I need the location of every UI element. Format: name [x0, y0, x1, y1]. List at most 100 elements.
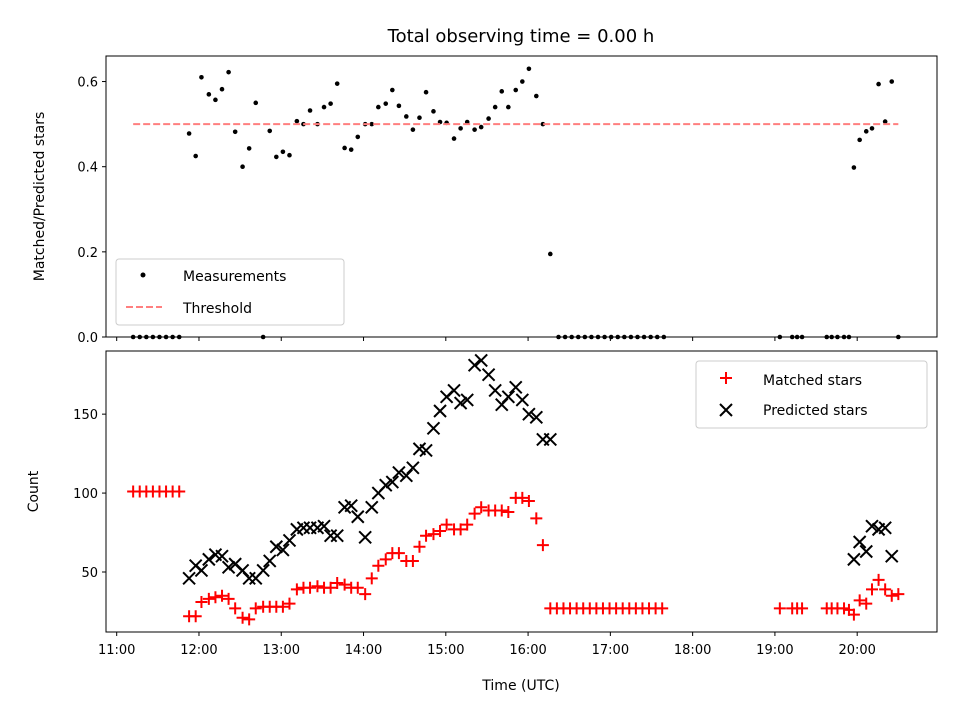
- measurement-point: [213, 97, 218, 103]
- measurement-point: [451, 136, 457, 141]
- matched-stars-point: [413, 540, 426, 553]
- matched-stars-point: [656, 602, 669, 615]
- predicted-stars-point: [242, 571, 256, 586]
- legend-label-predicted-stars: Predicted stars: [763, 403, 868, 419]
- matched-stars-point: [189, 610, 202, 623]
- measurement-point: [506, 104, 511, 110]
- predicted-stars-point: [256, 563, 270, 578]
- matched-stars-point: [195, 596, 208, 609]
- measurement-point: [334, 81, 340, 86]
- matched-stars-point: [229, 602, 242, 615]
- matched-stars-point: [359, 588, 372, 601]
- matched-stars-point: [276, 600, 289, 613]
- measurement-point: [253, 100, 259, 106]
- matched-stars-point: [351, 581, 364, 594]
- predicted-stars-point: [852, 535, 867, 549]
- top-ytick-label: 0.4: [77, 161, 98, 176]
- matched-stars-point: [461, 518, 474, 531]
- xtick-label: 15:00: [427, 643, 464, 658]
- measurement-point: [294, 118, 300, 124]
- matched-stars-point: [853, 594, 866, 607]
- xtick-label: 19:00: [756, 643, 793, 658]
- matched-stars-point: [216, 589, 229, 602]
- chart-title: Total observing time = 0.00 h: [387, 26, 655, 47]
- predicted-stars-point: [453, 396, 468, 410]
- predicted-stars-point: [202, 552, 216, 567]
- predicted-stars-point: [385, 475, 400, 489]
- measurement-point: [287, 152, 292, 158]
- predicted-stars-point: [488, 383, 502, 398]
- xtick-label: 14:00: [345, 643, 382, 658]
- measurement-point: [486, 116, 491, 121]
- predicted-stars-point: [276, 543, 290, 557]
- matched-stars-point: [304, 581, 317, 594]
- top-axes: 0.0 0.2 0.4 0.6: [77, 76, 858, 346]
- matched-stars-point: [222, 592, 235, 605]
- measurement-point: [383, 101, 389, 106]
- xtick-label: 11:00: [98, 643, 135, 658]
- measurement-point: [423, 89, 429, 95]
- matched-stars-point: [434, 524, 447, 537]
- legend-marker-matched-stars: [720, 372, 732, 384]
- xtick-label: 13:00: [263, 643, 300, 658]
- measurement-point: [492, 104, 498, 110]
- predicted-stars-point: [509, 380, 523, 395]
- measurement-point: [186, 131, 192, 136]
- matched-stars-point: [392, 547, 405, 560]
- matched-stars-point: [173, 485, 186, 498]
- matched-stars-point: [365, 572, 378, 585]
- matched-stars-point: [847, 608, 860, 621]
- measurement-point: [404, 114, 409, 119]
- top-legend: Measurements Threshold: [115, 258, 345, 326]
- matched-stars-point: [872, 573, 885, 586]
- measurement-point: [458, 126, 463, 131]
- predicted-stars-point: [501, 390, 516, 404]
- xtick-label: 18:00: [674, 643, 711, 658]
- predicted-stars-point: [467, 358, 482, 372]
- predicted-stars-point: [481, 367, 496, 382]
- matched-stars-point: [516, 491, 529, 504]
- predicted-stars-point: [317, 519, 331, 533]
- predicted-stars-point: [859, 544, 873, 559]
- matched-stars-point: [454, 523, 467, 536]
- predicted-stars-point: [351, 510, 365, 524]
- matched-stars-point: [331, 577, 344, 590]
- xtick-label: 12:00: [180, 643, 217, 658]
- predicted-stars-point: [330, 528, 344, 543]
- matched-stars-point: [773, 602, 786, 615]
- matched-stars-point: [860, 597, 873, 610]
- matched-stars-point: [879, 583, 892, 596]
- matched-stars-point: [249, 602, 262, 615]
- matched-stars-point: [892, 588, 905, 601]
- measurement-point: [355, 134, 361, 140]
- measurement-point: [478, 124, 484, 130]
- top-ytick-label: 0.2: [77, 246, 98, 261]
- bottom-xlabel: Time (UTC): [481, 678, 559, 694]
- predicted-stars-point: [865, 519, 879, 533]
- predicted-stars-point: [460, 393, 474, 407]
- predicted-stars-point: [296, 521, 311, 535]
- predicted-stars-point: [515, 393, 530, 407]
- matched-stars-point: [502, 506, 515, 519]
- measurement-point: [513, 87, 519, 93]
- matched-stars-point: [243, 613, 256, 626]
- measurement-point: [410, 127, 416, 132]
- matched-stars-point: [440, 518, 453, 531]
- legend-label-measurements: Measurements: [183, 269, 286, 285]
- predicted-stars-point: [392, 465, 406, 480]
- measurement-point: [857, 137, 862, 143]
- xtick-label: 17:00: [592, 643, 629, 658]
- measurement-point: [267, 128, 273, 134]
- predicted-stars-point: [365, 500, 379, 514]
- matched-stars-point: [427, 528, 440, 541]
- predicted-stars-point: [263, 554, 277, 568]
- matched-stars-point: [324, 581, 337, 594]
- top-ytick-label: 0.6: [77, 76, 98, 91]
- measurement-point: [876, 81, 881, 87]
- bottom-ytick-label: 50: [81, 566, 98, 581]
- matched-stars-point: [866, 583, 879, 596]
- predicted-stars-point: [447, 383, 461, 398]
- legend-marker-predicted-stars: [719, 403, 733, 417]
- measurement-point: [882, 119, 888, 124]
